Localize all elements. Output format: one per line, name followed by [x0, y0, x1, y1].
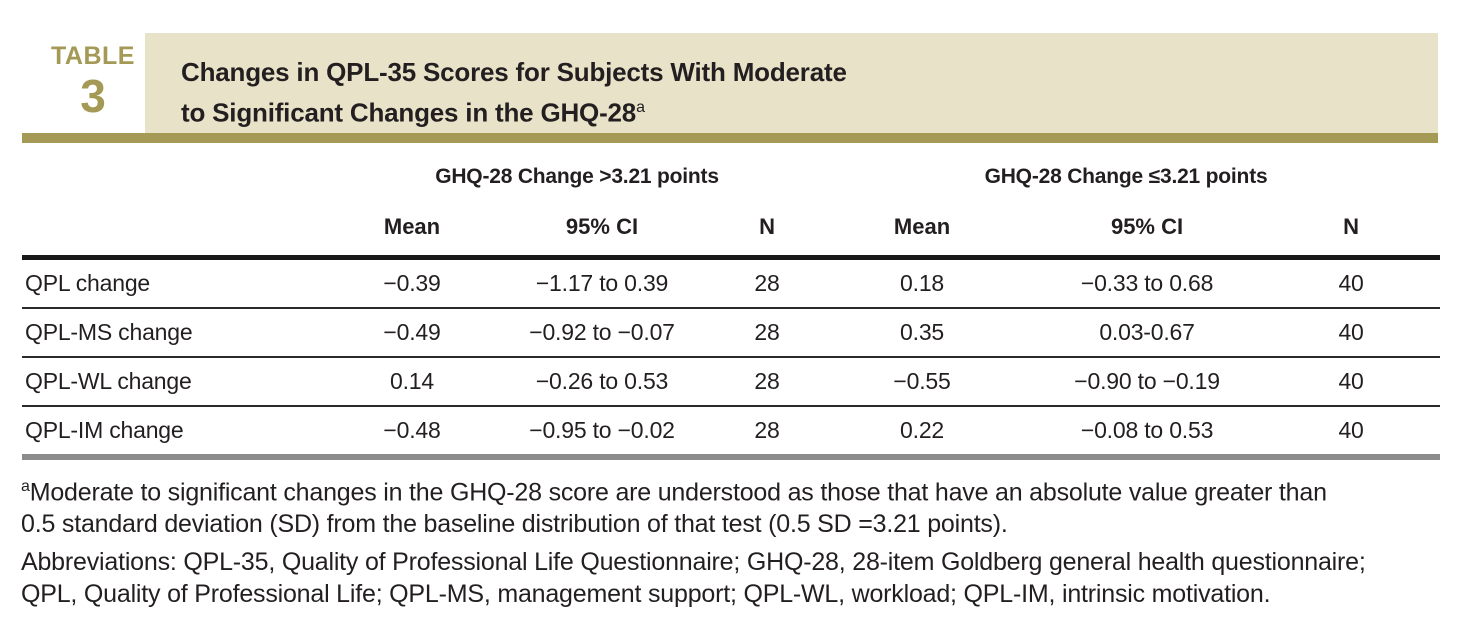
cell-g2-ci: −0.33 to 0.68	[1032, 255, 1263, 308]
cell-g2-ci: −0.08 to 0.53	[1032, 405, 1263, 460]
cell-g1-n: 28	[722, 307, 813, 357]
cell-g2-ci: −0.90 to −0.19	[1032, 356, 1263, 406]
table-title-footnote-marker: a	[636, 99, 645, 116]
cell-g1-mean: −0.49	[342, 307, 482, 357]
abbreviations-line1: Abbreviations: QPL-35, Quality of Profes…	[21, 548, 1366, 577]
row-label: QPL-WL change	[22, 356, 342, 406]
table-footnotes: aModerate to significant changes in the …	[21, 471, 1456, 610]
cell-g2-n: 40	[1262, 356, 1441, 406]
footnote-a: aModerate to significant changes in the …	[21, 471, 1456, 540]
cell-g2-mean: 0.22	[812, 405, 1033, 460]
col-header-n-1: N	[759, 214, 775, 239]
cell-g2-ci: 0.03-0.67	[1032, 307, 1263, 357]
cell-g1-mean: −0.48	[342, 405, 482, 460]
table-row-qpl-im: QPL-IM change −0.48 −0.95 to −0.02 28 0.…	[22, 405, 1441, 460]
row-label: QPL change	[22, 255, 342, 308]
col-header-ci-1: 95% CI	[565, 214, 639, 239]
group-header-gt: GHQ-28 Change >3.21 points	[435, 165, 719, 188]
table-row-qpl-wl: QPL-WL change 0.14 −0.26 to 0.53 28 −0.5…	[22, 356, 1441, 406]
footnote-a-line2: 0.5 standard deviation (SD) from the bas…	[21, 510, 1008, 539]
cell-g1-ci: −0.26 to 0.53	[482, 356, 722, 406]
cell-g1-ci: −0.95 to −0.02	[482, 405, 722, 460]
col-header-ci-2: 95% CI	[1110, 214, 1184, 239]
row-label: QPL-MS change	[22, 307, 342, 357]
abbreviations-line2: QPL, Quality of Professional Life; QPL-M…	[21, 580, 1271, 609]
footnote-a-text1: Moderate to significant changes in the G…	[29, 478, 1327, 507]
table-word: TABLE	[51, 42, 135, 70]
col-header-n-2: N	[1343, 214, 1359, 239]
cell-g1-ci: −0.92 to −0.07	[482, 307, 722, 357]
table-title-banner: Changes in QPL-35 Scores for Subjects Wi…	[145, 33, 1438, 133]
footnote-a-line1: aModerate to significant changes in the …	[21, 471, 1456, 508]
table-title-line2: to Significant Changes in the GHQ-28	[181, 97, 637, 128]
table-number-label: TABLE 3	[38, 42, 148, 122]
col-header-mean-1: Mean	[383, 214, 441, 239]
cell-g1-mean: 0.14	[342, 356, 482, 406]
table-title: Changes in QPL-35 Scores for Subjects Wi…	[181, 54, 1438, 131]
column-header-row: Mean 95% CI N Mean 95% CI N	[22, 199, 1440, 258]
cell-g2-n: 40	[1262, 405, 1441, 460]
cell-g1-n: 28	[722, 255, 813, 308]
cell-g1-n: 28	[722, 356, 813, 406]
cell-g2-mean: 0.18	[812, 255, 1033, 308]
cell-g1-ci: −1.17 to 0.39	[482, 255, 722, 308]
cell-g2-mean: 0.35	[812, 307, 1033, 357]
header-rule	[22, 133, 1438, 143]
table-number: 3	[80, 70, 106, 122]
table-row-qpl-ms: QPL-MS change −0.49 −0.92 to −0.07 28 0.…	[22, 307, 1441, 357]
footnote-marker: a	[21, 478, 30, 495]
table-title-line1: Changes in QPL-35 Scores for Subjects Wi…	[181, 57, 847, 87]
cell-g2-n: 40	[1262, 255, 1441, 308]
corner-cell-2	[22, 199, 342, 258]
results-table: GHQ-28 Change >3.21 points GHQ-28 Change…	[22, 155, 1441, 460]
col-header-mean-2: Mean	[893, 214, 951, 239]
group-header-le: GHQ-28 Change ≤3.21 points	[984, 165, 1268, 188]
cell-g1-mean: −0.39	[342, 255, 482, 308]
table-row-qpl: QPL change −0.39 −1.17 to 0.39 28 0.18 −…	[22, 255, 1441, 308]
abbreviations-note: Abbreviations: QPL-35, Quality of Profes…	[21, 546, 1456, 610]
cell-g2-mean: −0.55	[812, 356, 1033, 406]
corner-cell	[22, 155, 342, 199]
cell-g2-n: 40	[1262, 307, 1441, 357]
cell-g1-n: 28	[722, 405, 813, 460]
group-header-row: GHQ-28 Change >3.21 points GHQ-28 Change…	[22, 155, 1440, 199]
row-label: QPL-IM change	[22, 405, 342, 460]
